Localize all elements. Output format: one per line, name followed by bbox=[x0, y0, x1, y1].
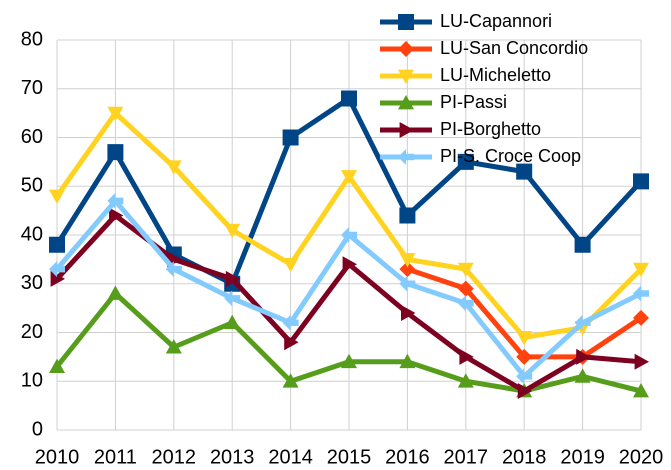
legend-label: PI-S. Croce Coop bbox=[440, 146, 581, 166]
data-point bbox=[224, 290, 241, 307]
y-tick-label: 20 bbox=[21, 321, 43, 343]
legend-label: LU-San Concordio bbox=[440, 38, 588, 58]
y-tick-label: 40 bbox=[21, 223, 43, 245]
x-tick-label: 2013 bbox=[210, 446, 255, 468]
data-point bbox=[516, 368, 533, 385]
data-point bbox=[107, 285, 124, 300]
data-point bbox=[341, 353, 357, 369]
legend-label: PI-Passi bbox=[440, 92, 507, 112]
legend-marker bbox=[398, 41, 414, 57]
data-point bbox=[516, 163, 533, 180]
data-point bbox=[459, 348, 474, 365]
x-tick-label: 2017 bbox=[444, 446, 489, 468]
x-tick-label: 2020 bbox=[619, 446, 664, 468]
data-point bbox=[341, 227, 357, 243]
data-point bbox=[574, 368, 591, 383]
x-tick-label: 2016 bbox=[385, 446, 430, 468]
data-point bbox=[284, 334, 299, 351]
data-point bbox=[516, 348, 533, 365]
data-point bbox=[341, 170, 357, 185]
data-point bbox=[107, 144, 124, 161]
data-point bbox=[224, 314, 241, 330]
x-tick-label: 2011 bbox=[94, 446, 137, 468]
data-point bbox=[165, 261, 182, 278]
data-point bbox=[282, 129, 299, 146]
data-point bbox=[49, 261, 65, 278]
data-point bbox=[165, 160, 182, 175]
data-point bbox=[107, 106, 124, 122]
legend-marker bbox=[398, 95, 414, 110]
data-point bbox=[633, 262, 649, 278]
legend-label: LU-Capannori bbox=[440, 11, 552, 31]
data-point bbox=[107, 192, 124, 209]
y-tick-label: 60 bbox=[21, 126, 43, 148]
data-point bbox=[399, 275, 416, 292]
data-point bbox=[399, 353, 416, 369]
data-point bbox=[399, 252, 416, 268]
data-point bbox=[633, 383, 649, 398]
data-point bbox=[49, 358, 65, 374]
data-point bbox=[282, 314, 299, 331]
data-point bbox=[225, 270, 241, 287]
data-point bbox=[282, 257, 299, 273]
legend-label: PI-Borghetto bbox=[440, 119, 541, 139]
legend-marker bbox=[399, 122, 414, 138]
data-point bbox=[633, 173, 649, 190]
data-point bbox=[633, 285, 649, 302]
data-point bbox=[109, 207, 124, 224]
data-point bbox=[50, 270, 65, 287]
data-point bbox=[399, 207, 416, 224]
legend-marker bbox=[398, 149, 414, 165]
x-tick-label: 2018 bbox=[502, 446, 547, 468]
y-tick-label: 10 bbox=[21, 370, 43, 392]
data-point bbox=[633, 309, 649, 326]
x-tick-label: 2010 bbox=[35, 446, 80, 468]
x-tick-label: 2014 bbox=[268, 446, 313, 468]
y-tick-label: 70 bbox=[21, 77, 43, 99]
data-point bbox=[457, 373, 474, 388]
data-point bbox=[49, 189, 65, 204]
data-point bbox=[634, 353, 649, 370]
data-point bbox=[576, 348, 591, 365]
data-point bbox=[516, 330, 533, 346]
data-point bbox=[341, 90, 357, 107]
data-point bbox=[574, 236, 591, 253]
y-tick-label: 50 bbox=[21, 175, 43, 197]
data-point bbox=[457, 280, 474, 297]
data-point bbox=[457, 295, 474, 312]
y-tick-label: 0 bbox=[32, 418, 43, 440]
data-point bbox=[401, 305, 416, 321]
y-tick-label: 80 bbox=[21, 28, 43, 50]
data-point bbox=[165, 339, 182, 354]
y-tick-label: 30 bbox=[21, 272, 43, 294]
data-point bbox=[282, 373, 299, 388]
legend: LU-Capannori LU-San Concordio LU-Michelett… bbox=[380, 11, 588, 166]
x-tick-label: 2015 bbox=[327, 446, 372, 468]
data-point bbox=[457, 153, 474, 170]
data-point bbox=[399, 261, 416, 278]
legend-marker bbox=[398, 14, 414, 30]
legend-label: LU-Micheletto bbox=[440, 65, 551, 85]
x-tick-label: 2012 bbox=[152, 446, 197, 468]
data-point bbox=[224, 223, 241, 239]
data-point bbox=[457, 262, 474, 278]
legend-marker bbox=[398, 69, 414, 84]
data-point bbox=[574, 314, 591, 331]
data-point bbox=[517, 383, 533, 399]
x-tick-label: 2019 bbox=[560, 446, 605, 468]
data-point bbox=[342, 256, 357, 273]
data-point bbox=[49, 236, 65, 253]
